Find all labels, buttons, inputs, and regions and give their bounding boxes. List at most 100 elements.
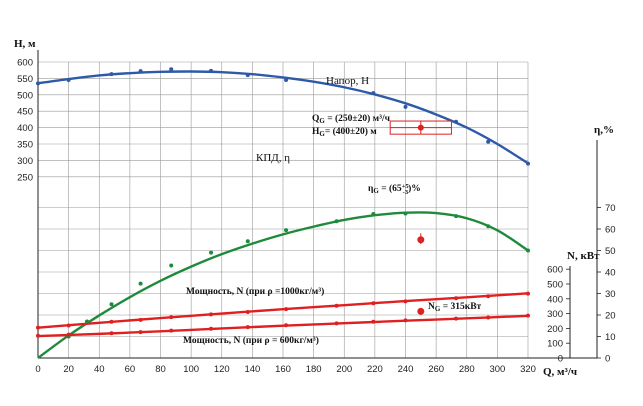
head-data-point [486, 139, 491, 144]
x-tick-label: 100 [183, 364, 199, 375]
head-curve [37, 70, 529, 165]
h-tick-label: 600 [17, 58, 33, 69]
curves [37, 70, 529, 359]
head-data-point [526, 161, 530, 166]
axes [37, 50, 601, 359]
power-1000-data-point [334, 303, 339, 308]
power-1000-data-point [454, 296, 459, 301]
guarantee-point-markers [389, 120, 452, 315]
x-tick-label: 200 [336, 364, 352, 375]
efficiency-data-point [169, 263, 174, 268]
x-tick-label: 60 [125, 364, 136, 375]
h-tick-label: 400 [17, 123, 33, 134]
power-1000-data-point [169, 315, 174, 320]
eta-tick-label: 70 [605, 203, 616, 214]
head-data-point [109, 72, 114, 77]
power-600-data-point [66, 332, 71, 337]
n-tick-label: 200 [547, 324, 563, 335]
h-tick-label: 300 [17, 156, 33, 167]
h-tick-label: 500 [17, 90, 33, 101]
head-curve-label: Напор, H [326, 75, 369, 87]
eta-tick-label: 40 [605, 268, 616, 279]
n-tick-label: 0 [558, 354, 563, 365]
efficiency-data-point [403, 211, 408, 216]
power-600-data-point [138, 330, 143, 335]
power-guarantee-point [417, 307, 425, 315]
power-600-label: Мощность, N (при ρ = 600кг/м³) [183, 335, 319, 346]
power-1000-data-point [403, 299, 408, 304]
power-1000-data-point [36, 325, 40, 330]
efficiency-data-point [245, 239, 250, 244]
power-600-data-point [109, 331, 114, 336]
n-tick-label: 400 [547, 294, 563, 305]
grid [37, 61, 529, 359]
head-data-point [209, 68, 214, 73]
efficiency-data-point [109, 302, 114, 307]
power-600-data-point [486, 315, 491, 320]
tick-labels: 0 20 40 60 80 100 120 140 160 180 200 220 240 260 280 3… [17, 58, 615, 376]
n-tick-label: 600 [547, 265, 563, 276]
head-data-point [245, 73, 250, 78]
n-tick-label: 500 [547, 280, 563, 291]
x-tick-label: 0 [35, 364, 40, 375]
power-600-data-point [209, 326, 214, 331]
n-tick-label: 300 [547, 309, 563, 320]
h-tick-label: 450 [17, 107, 33, 118]
power-600-data-point [526, 313, 530, 318]
efficiency-data-point [526, 248, 530, 253]
power-1000-data-point [284, 307, 289, 312]
head-data-point [66, 78, 71, 83]
power-1000-curve [37, 292, 529, 329]
power-1000-label: Мощность, N (при ρ =1000кг/м³) [186, 286, 324, 297]
h-tick-label: 250 [17, 172, 33, 183]
x-tick-label: 140 [244, 364, 260, 375]
eta-tick-label: 10 [605, 332, 616, 343]
eta-g-annotation: ηG = (65+5 -3)% [368, 183, 421, 196]
qg-annotation: QG = (250±20) м³/ч [312, 113, 391, 125]
x-tick-label: 40 [94, 364, 105, 375]
h-axis-title: H, м [14, 38, 36, 50]
eta-axis-title: η,% [594, 124, 614, 136]
n-tick-label: 100 [547, 339, 563, 350]
eta-tick-label: 50 [605, 246, 616, 257]
power-1000-data-point [526, 291, 530, 296]
head-data-point [403, 104, 408, 109]
power-1000-data-point [371, 301, 376, 306]
head-data-point [169, 67, 174, 72]
power-600-data-point [169, 328, 174, 333]
x-tick-label: 260 [428, 364, 444, 375]
x-tick-label: 220 [367, 364, 383, 375]
n-axis-title: N, кВт [567, 250, 600, 262]
power-600-curve [37, 314, 529, 338]
power-600-data-point [245, 325, 250, 330]
power-1000-data-point [138, 317, 143, 322]
eta-tick-label: 30 [605, 289, 616, 300]
x-tick-label: 160 [275, 364, 291, 375]
power-1000-data-point [109, 319, 114, 324]
head-data-point [284, 78, 289, 83]
x-tick-label: 240 [398, 364, 414, 375]
efficiency-curve-label: КПД, η [256, 152, 290, 164]
x-tick-label: 180 [306, 364, 322, 375]
x-tick-label: 300 [489, 364, 505, 375]
head-data-point [138, 69, 143, 74]
hg-annotation: HG= (400±20) м [312, 126, 377, 138]
h-tick-label: 350 [17, 140, 33, 151]
head-data-point [371, 91, 376, 96]
efficiency-data-point [334, 219, 339, 224]
power-600-data-point [403, 318, 408, 323]
eta-tick-label: 20 [605, 311, 616, 322]
eta-tick-label: 0 [605, 354, 610, 365]
x-tick-label: 280 [459, 364, 475, 375]
qh-guarantee-point [417, 124, 424, 131]
h-tick-label: 550 [17, 74, 33, 85]
efficiency-data-point [486, 224, 491, 229]
x-tick-label: 320 [520, 364, 536, 375]
efficiency-data-point [209, 250, 214, 255]
head-data-point [36, 81, 40, 86]
efficiency-data-point [454, 214, 459, 219]
ng-annotation: NG = 315кВт [428, 302, 482, 313]
power-600-data-point [371, 319, 376, 324]
efficiency-curve [37, 211, 529, 359]
